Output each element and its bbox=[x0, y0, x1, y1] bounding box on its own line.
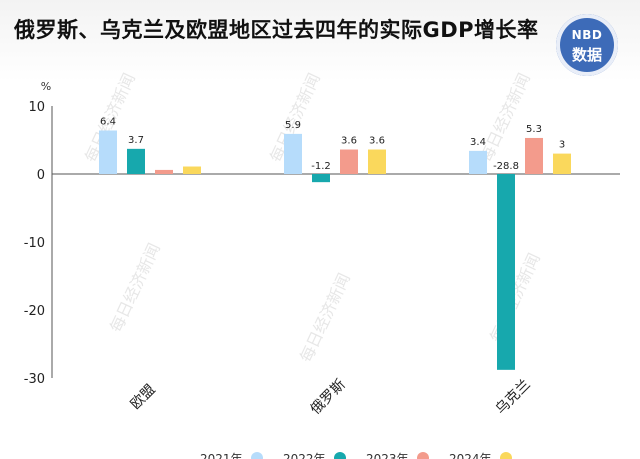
logo-name: 数据 bbox=[571, 46, 602, 64]
legend-label-2: 2023年 bbox=[366, 452, 409, 459]
legend-label-1: 2022年 bbox=[283, 452, 326, 459]
legend-marker-1 bbox=[334, 452, 346, 459]
data-label-2-3: 3 bbox=[559, 140, 565, 151]
data-label-1-3: 3.6 bbox=[369, 136, 385, 147]
bar-0-2 bbox=[155, 169, 173, 174]
y-tick-label-1: 0 bbox=[37, 168, 45, 183]
x-category-label-1: 俄罗斯 bbox=[308, 377, 349, 418]
bar-1-3 bbox=[368, 149, 386, 174]
header: 俄罗斯、乌克兰及欧盟地区过去四年的实际GDP增长率 NBD 数据 bbox=[0, 0, 640, 82]
y-axis-unit: % bbox=[41, 80, 51, 93]
x-category-label-2: 乌克兰 bbox=[493, 377, 534, 418]
legend-marker-0 bbox=[251, 452, 263, 459]
bar-1-2 bbox=[340, 149, 358, 174]
watermark-3: 每日经济新闻 bbox=[106, 240, 164, 335]
bar-0-0 bbox=[99, 130, 117, 174]
bar-1-0 bbox=[284, 133, 302, 174]
bar-0-1 bbox=[127, 148, 145, 174]
legend-label-3: 2024年 bbox=[449, 452, 492, 459]
data-label-0-0: 6.4 bbox=[100, 116, 116, 127]
data-label-1-1: -1.2 bbox=[311, 161, 331, 172]
logo-brand: NBD bbox=[571, 28, 603, 42]
legend-marker-3 bbox=[500, 452, 512, 459]
y-tick-label-0: 10 bbox=[28, 100, 45, 115]
bar-2-2 bbox=[525, 137, 543, 174]
bar-2-1 bbox=[497, 174, 515, 370]
legend-marker-2 bbox=[417, 452, 429, 459]
y-tick-label-2: -10 bbox=[24, 236, 45, 251]
y-tick-label-4: -30 bbox=[24, 372, 45, 387]
data-label-1-2: 3.6 bbox=[341, 136, 357, 147]
y-tick-label-3: -20 bbox=[24, 304, 45, 319]
legend-label-0: 2021年 bbox=[200, 452, 243, 459]
bar-2-3 bbox=[553, 153, 571, 174]
bar-1-1 bbox=[312, 174, 330, 183]
bar-0-3 bbox=[183, 166, 201, 174]
watermark-4: 每日经济新闻 bbox=[296, 270, 354, 365]
bar-2-0 bbox=[469, 150, 487, 174]
data-label-2-0: 3.4 bbox=[470, 137, 486, 148]
data-label-0-1: 3.7 bbox=[128, 135, 144, 146]
data-label-2-1: -28.8 bbox=[493, 161, 519, 172]
x-category-label-0: 欧盟 bbox=[128, 382, 159, 413]
nbd-logo: NBD 数据 bbox=[556, 14, 618, 76]
chart-title: 俄罗斯、乌克兰及欧盟地区过去四年的实际GDP增长率 bbox=[14, 18, 539, 42]
watermark-5: 每日经济新闻 bbox=[486, 250, 544, 345]
data-label-2-2: 5.3 bbox=[526, 124, 542, 135]
data-label-1-0: 5.9 bbox=[285, 120, 301, 131]
